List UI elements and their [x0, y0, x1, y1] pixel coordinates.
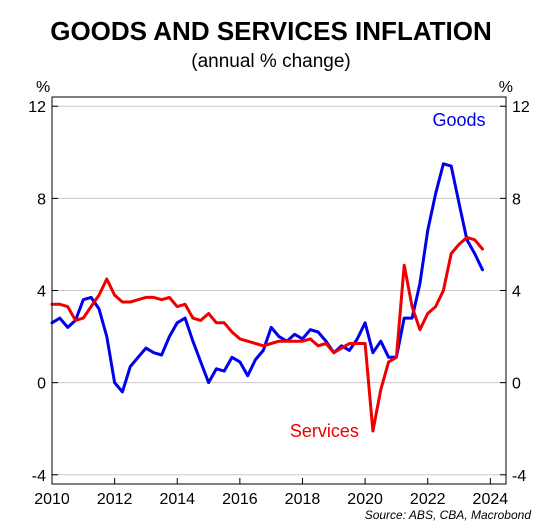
series-lines	[50, 162, 484, 433]
series-labels: Goods Services	[290, 110, 486, 441]
axis-ticks: -4 -4 0 0 4 4 8 8 12 12 2010 2012 2014 2016 2018 2020 20…	[28, 99, 530, 508]
y-tick-label-right: 12	[512, 99, 530, 116]
y-tick-label-left: 0	[37, 376, 46, 393]
y-tick-label-left: 12	[28, 99, 46, 116]
x-tick-label: 2012	[97, 491, 133, 508]
x-tick-label: 2018	[285, 491, 321, 508]
x-tick-label: 2024	[473, 491, 509, 508]
y-tick-label-left: 4	[37, 284, 46, 301]
y-tick-label-right: 0	[512, 376, 521, 393]
source-note: Source: ABS, CBA, Macrobond	[365, 508, 532, 522]
y-tick-label-left: -4	[32, 468, 46, 485]
series-label-services: Services	[290, 421, 359, 441]
y-tick-label-right: 8	[512, 191, 521, 208]
x-tick-label: 2016	[222, 491, 258, 508]
series-line-services	[50, 236, 484, 433]
y-unit-right: %	[499, 79, 513, 96]
chart-title: GOODS AND SERVICES INFLATION	[50, 16, 492, 46]
y-tick-label-right: -4	[512, 468, 526, 485]
chart-subtitle: (annual % change)	[191, 51, 351, 72]
x-tick-label: 2020	[347, 491, 383, 508]
y-tick-label-left: 8	[37, 191, 46, 208]
y-unit-left: %	[36, 79, 50, 96]
x-tick-label: 2010	[34, 491, 70, 508]
y-tick-label-right: 4	[512, 284, 521, 301]
gridlines	[52, 105, 506, 476]
series-label-goods: Goods	[433, 110, 486, 130]
series-line-goods	[50, 162, 484, 394]
x-tick-label: 2022	[410, 491, 446, 508]
x-tick-label: 2014	[159, 491, 195, 508]
